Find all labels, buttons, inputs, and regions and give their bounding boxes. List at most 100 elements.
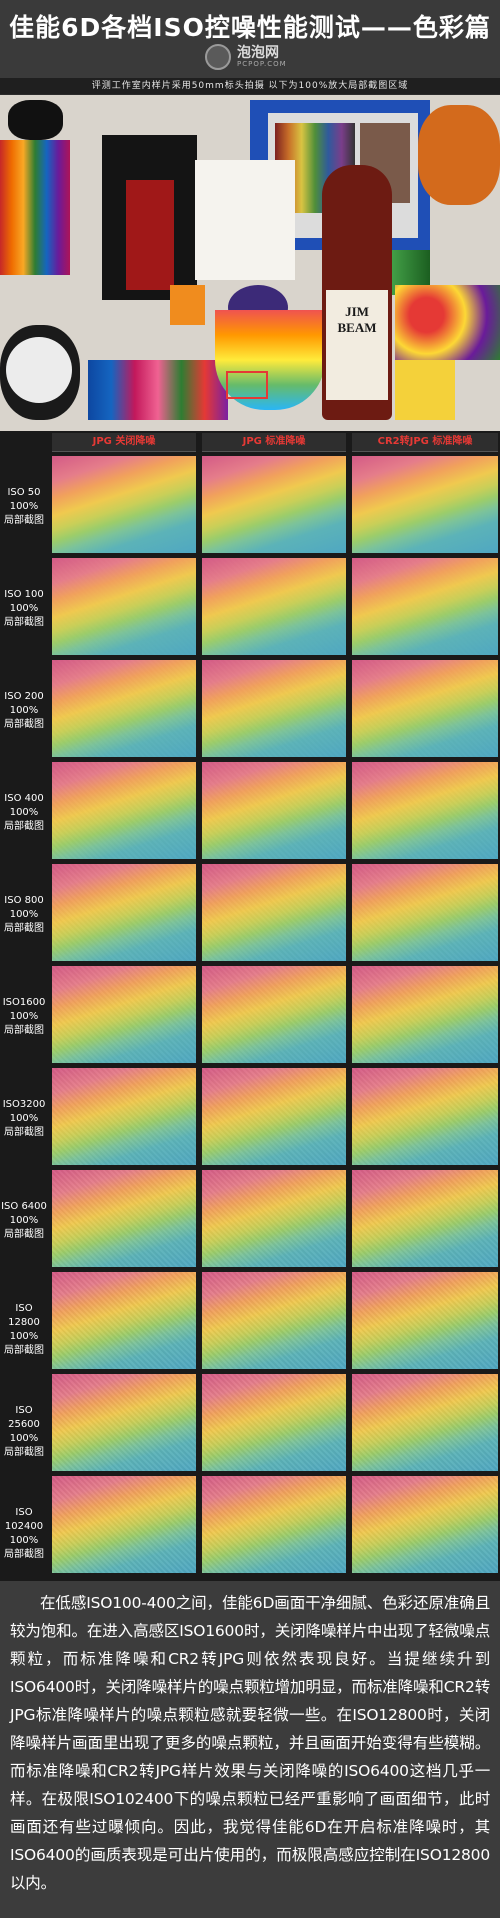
- clock-face: [6, 337, 72, 403]
- iso-row-zoom: 100%: [9, 603, 39, 614]
- header: 佳能6D各档ISO控噪性能测试——色彩篇 泡泡网 PCPOP.COM: [0, 0, 500, 92]
- iso-row-note: 局部截图: [4, 1447, 44, 1458]
- crop-sample-image: [202, 1476, 346, 1573]
- iso-row-iso: ISO1600: [2, 997, 46, 1008]
- crop-sample-image: [52, 762, 196, 859]
- mickey-toy: [8, 100, 63, 140]
- crop-sample-image: [352, 660, 498, 757]
- crop-sample-image: [202, 1170, 346, 1267]
- logo-subtext: PCPOP.COM: [237, 60, 287, 68]
- crop-sample-image: [52, 1476, 196, 1573]
- iso-row-iso: ISO 200: [4, 691, 44, 702]
- crop-sample-image: [352, 1068, 498, 1165]
- iso-row-zoom: 100%: [9, 1113, 39, 1124]
- bottle-label: JIM BEAM: [326, 290, 388, 400]
- crop-sample-image: [352, 1476, 498, 1573]
- iso-row-iso: ISO 100: [4, 589, 44, 600]
- iso-row-iso: ISO 25600: [8, 1405, 40, 1430]
- crop-sample-image: [352, 864, 498, 961]
- iso-row-zoom: 100%: [9, 1215, 39, 1226]
- iso-row-note: 局部截图: [4, 1549, 44, 1560]
- crop-sample-image: [52, 966, 196, 1063]
- crop-sample-image: [202, 1068, 346, 1165]
- ps3-box-art: [126, 180, 174, 290]
- stacked-bowls: [215, 310, 325, 410]
- iso-row-zoom: 100%: [9, 1331, 39, 1342]
- iso-row-label: ISO3200 100% 局部截图: [0, 1098, 48, 1140]
- iso-row-label: ISO 6400 100% 局部截图: [0, 1200, 48, 1242]
- thread-spools: [88, 360, 228, 420]
- iso-row-note: 局部截图: [4, 1025, 44, 1036]
- column-header-jpg-off: JPG 关闭降噪: [52, 433, 196, 452]
- crop-region-marker: [226, 371, 268, 399]
- iso-row-label: ISO 200 100% 局部截图: [0, 690, 48, 732]
- crop-sample-image: [202, 762, 346, 859]
- iso-row-zoom: 100%: [9, 909, 39, 920]
- site-logo: 泡泡网 PCPOP.COM: [205, 44, 287, 70]
- logo-icon: [205, 44, 231, 70]
- crop-sample-image: [352, 456, 498, 553]
- iso-row-note: 局部截图: [4, 821, 44, 832]
- iso-row-label: ISO1600 100% 局部截图: [0, 996, 48, 1038]
- sample-scene-photo: JIM BEAM: [0, 95, 500, 431]
- iso-row-note: 局部截图: [4, 719, 44, 730]
- crop-sample-image: [52, 1272, 196, 1369]
- crop-sample-image: [202, 456, 346, 553]
- crop-sample-image: [202, 1272, 346, 1369]
- crop-sample-image: [52, 558, 196, 655]
- crop-sample-image: [352, 762, 498, 859]
- iso-row-zoom: 100%: [9, 807, 39, 818]
- iso-row-label: ISO 800 100% 局部截图: [0, 894, 48, 936]
- iso-row-note: 局部截图: [4, 1229, 44, 1240]
- iso-row-note: 局部截图: [4, 515, 44, 526]
- iso-comparison-grid: JPG 关闭降噪 JPG 标准降噪 CR2转JPG 标准降噪 ISO 50 100…: [0, 431, 500, 1581]
- crop-sample-image: [52, 864, 196, 961]
- crop-sample-image: [352, 1272, 498, 1369]
- iso-row-iso: ISO 800: [4, 895, 44, 906]
- iso-row-iso: ISO 50: [7, 487, 41, 498]
- iso-row-note: 局部截图: [4, 923, 44, 934]
- iso-row-note: 局部截图: [4, 1345, 44, 1356]
- summary-text: 在低感ISO100-400之间，佳能6D画面干净细腻、色彩还原准确且较为饱和。在…: [10, 1594, 490, 1892]
- crop-sample-image: [352, 558, 498, 655]
- iso-row-iso: ISO 12800: [8, 1303, 40, 1328]
- crop-sample-image: [352, 966, 498, 1063]
- summary-section: 在低感ISO100-400之间，佳能6D画面干净细腻、色彩还原准确且较为饱和。在…: [0, 1581, 500, 1918]
- crop-sample-image: [202, 660, 346, 757]
- iso-row-iso: ISO 400: [4, 793, 44, 804]
- tamiya-box: [170, 285, 205, 325]
- crop-sample-image: [52, 456, 196, 553]
- column-header-cr2-standard: CR2转JPG 标准降噪: [352, 433, 498, 452]
- iso-row-label: ISO 100 100% 局部截图: [0, 588, 48, 630]
- crop-sample-image: [352, 1374, 498, 1471]
- crop-sample-image: [202, 966, 346, 1063]
- crop-sample-image: [202, 864, 346, 961]
- yellow-cup: [395, 360, 455, 420]
- colored-pencils: [0, 140, 70, 275]
- white-box: [195, 160, 295, 280]
- iso-row-note: 局部截图: [4, 1127, 44, 1138]
- flower-bouquet: [395, 285, 500, 360]
- crop-sample-image: [202, 558, 346, 655]
- iso-row-label: ISO 400 100% 局部截图: [0, 792, 48, 834]
- iso-row-zoom: 100%: [9, 501, 39, 512]
- iso-row-iso: ISO3200: [2, 1099, 46, 1110]
- crop-sample-image: [202, 1374, 346, 1471]
- crop-sample-image: [52, 1068, 196, 1165]
- iso-row-label: ISO 12800 100% 局部截图: [0, 1302, 48, 1358]
- crop-sample-image: [352, 1170, 498, 1267]
- iso-row-zoom: 100%: [9, 705, 39, 716]
- column-header-jpg-standard: JPG 标准降噪: [202, 433, 346, 452]
- iso-row-iso: ISO 102400: [4, 1507, 44, 1532]
- subtitle-bar: 评测工作室内样片采用50mm标头拍摄 以下为100%放大局部截图区域: [0, 78, 500, 94]
- bottle-label-text: JIM BEAM: [337, 304, 377, 335]
- iso-row-note: 局部截图: [4, 617, 44, 628]
- orange-flowers: [418, 105, 500, 205]
- iso-row-label: ISO 102400 100% 局部截图: [0, 1506, 48, 1562]
- iso-row-label: ISO 50 100% 局部截图: [0, 486, 48, 528]
- logo-text: 泡泡网: [237, 45, 279, 61]
- crop-sample-image: [52, 1374, 196, 1471]
- iso-row-zoom: 100%: [9, 1433, 39, 1444]
- iso-row-iso: ISO 6400: [1, 1201, 47, 1212]
- crop-sample-image: [52, 660, 196, 757]
